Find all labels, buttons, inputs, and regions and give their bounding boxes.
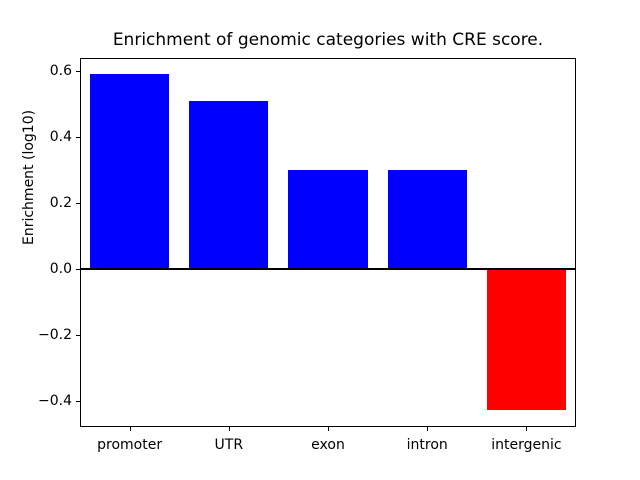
y-tick-label--0.4: −0.4: [38, 392, 72, 409]
chart-title: Enrichment of genomic categories with CR…: [112, 30, 544, 50]
bar-exon: [288, 169, 368, 269]
x-tick-label-intergenic: intergenic: [491, 437, 562, 453]
y-tick-label--0.2: −0.2: [38, 326, 72, 343]
y-tick-mark--0.2: [76, 334, 80, 336]
x-tick-mark-UTR: [228, 427, 230, 432]
y-tick-label-0.6: 0.6: [49, 63, 72, 80]
y-tick-mark-0.2: [76, 202, 80, 204]
x-tick-label-UTR: UTR: [214, 437, 244, 453]
y-tick-label-0.4: 0.4: [49, 128, 72, 145]
x-tick-mark-promoter: [129, 427, 131, 432]
x-tick-label-intron: intron: [406, 437, 448, 453]
zero-baseline: [80, 267, 576, 270]
bar-UTR: [189, 100, 269, 269]
bar-intergenic: [486, 268, 567, 411]
y-tick-mark-0.4: [76, 136, 80, 138]
y-tick-mark-0.6: [76, 71, 80, 73]
x-tick-mark-exon: [328, 427, 329, 432]
y-tick-label-0.2: 0.2: [49, 194, 72, 211]
x-tick-mark-intergenic: [526, 427, 528, 432]
x-tick-label-exon: exon: [311, 437, 345, 453]
y-tick-label-0: 0.0: [49, 260, 72, 277]
bar-intron: [387, 169, 467, 269]
y-tick-mark--0.4: [76, 400, 80, 402]
y-tick-mark-0: [76, 268, 80, 270]
x-tick-mark-intron: [427, 427, 429, 432]
bar-promoter: [89, 74, 170, 269]
x-tick-label-promoter: promoter: [97, 437, 163, 453]
